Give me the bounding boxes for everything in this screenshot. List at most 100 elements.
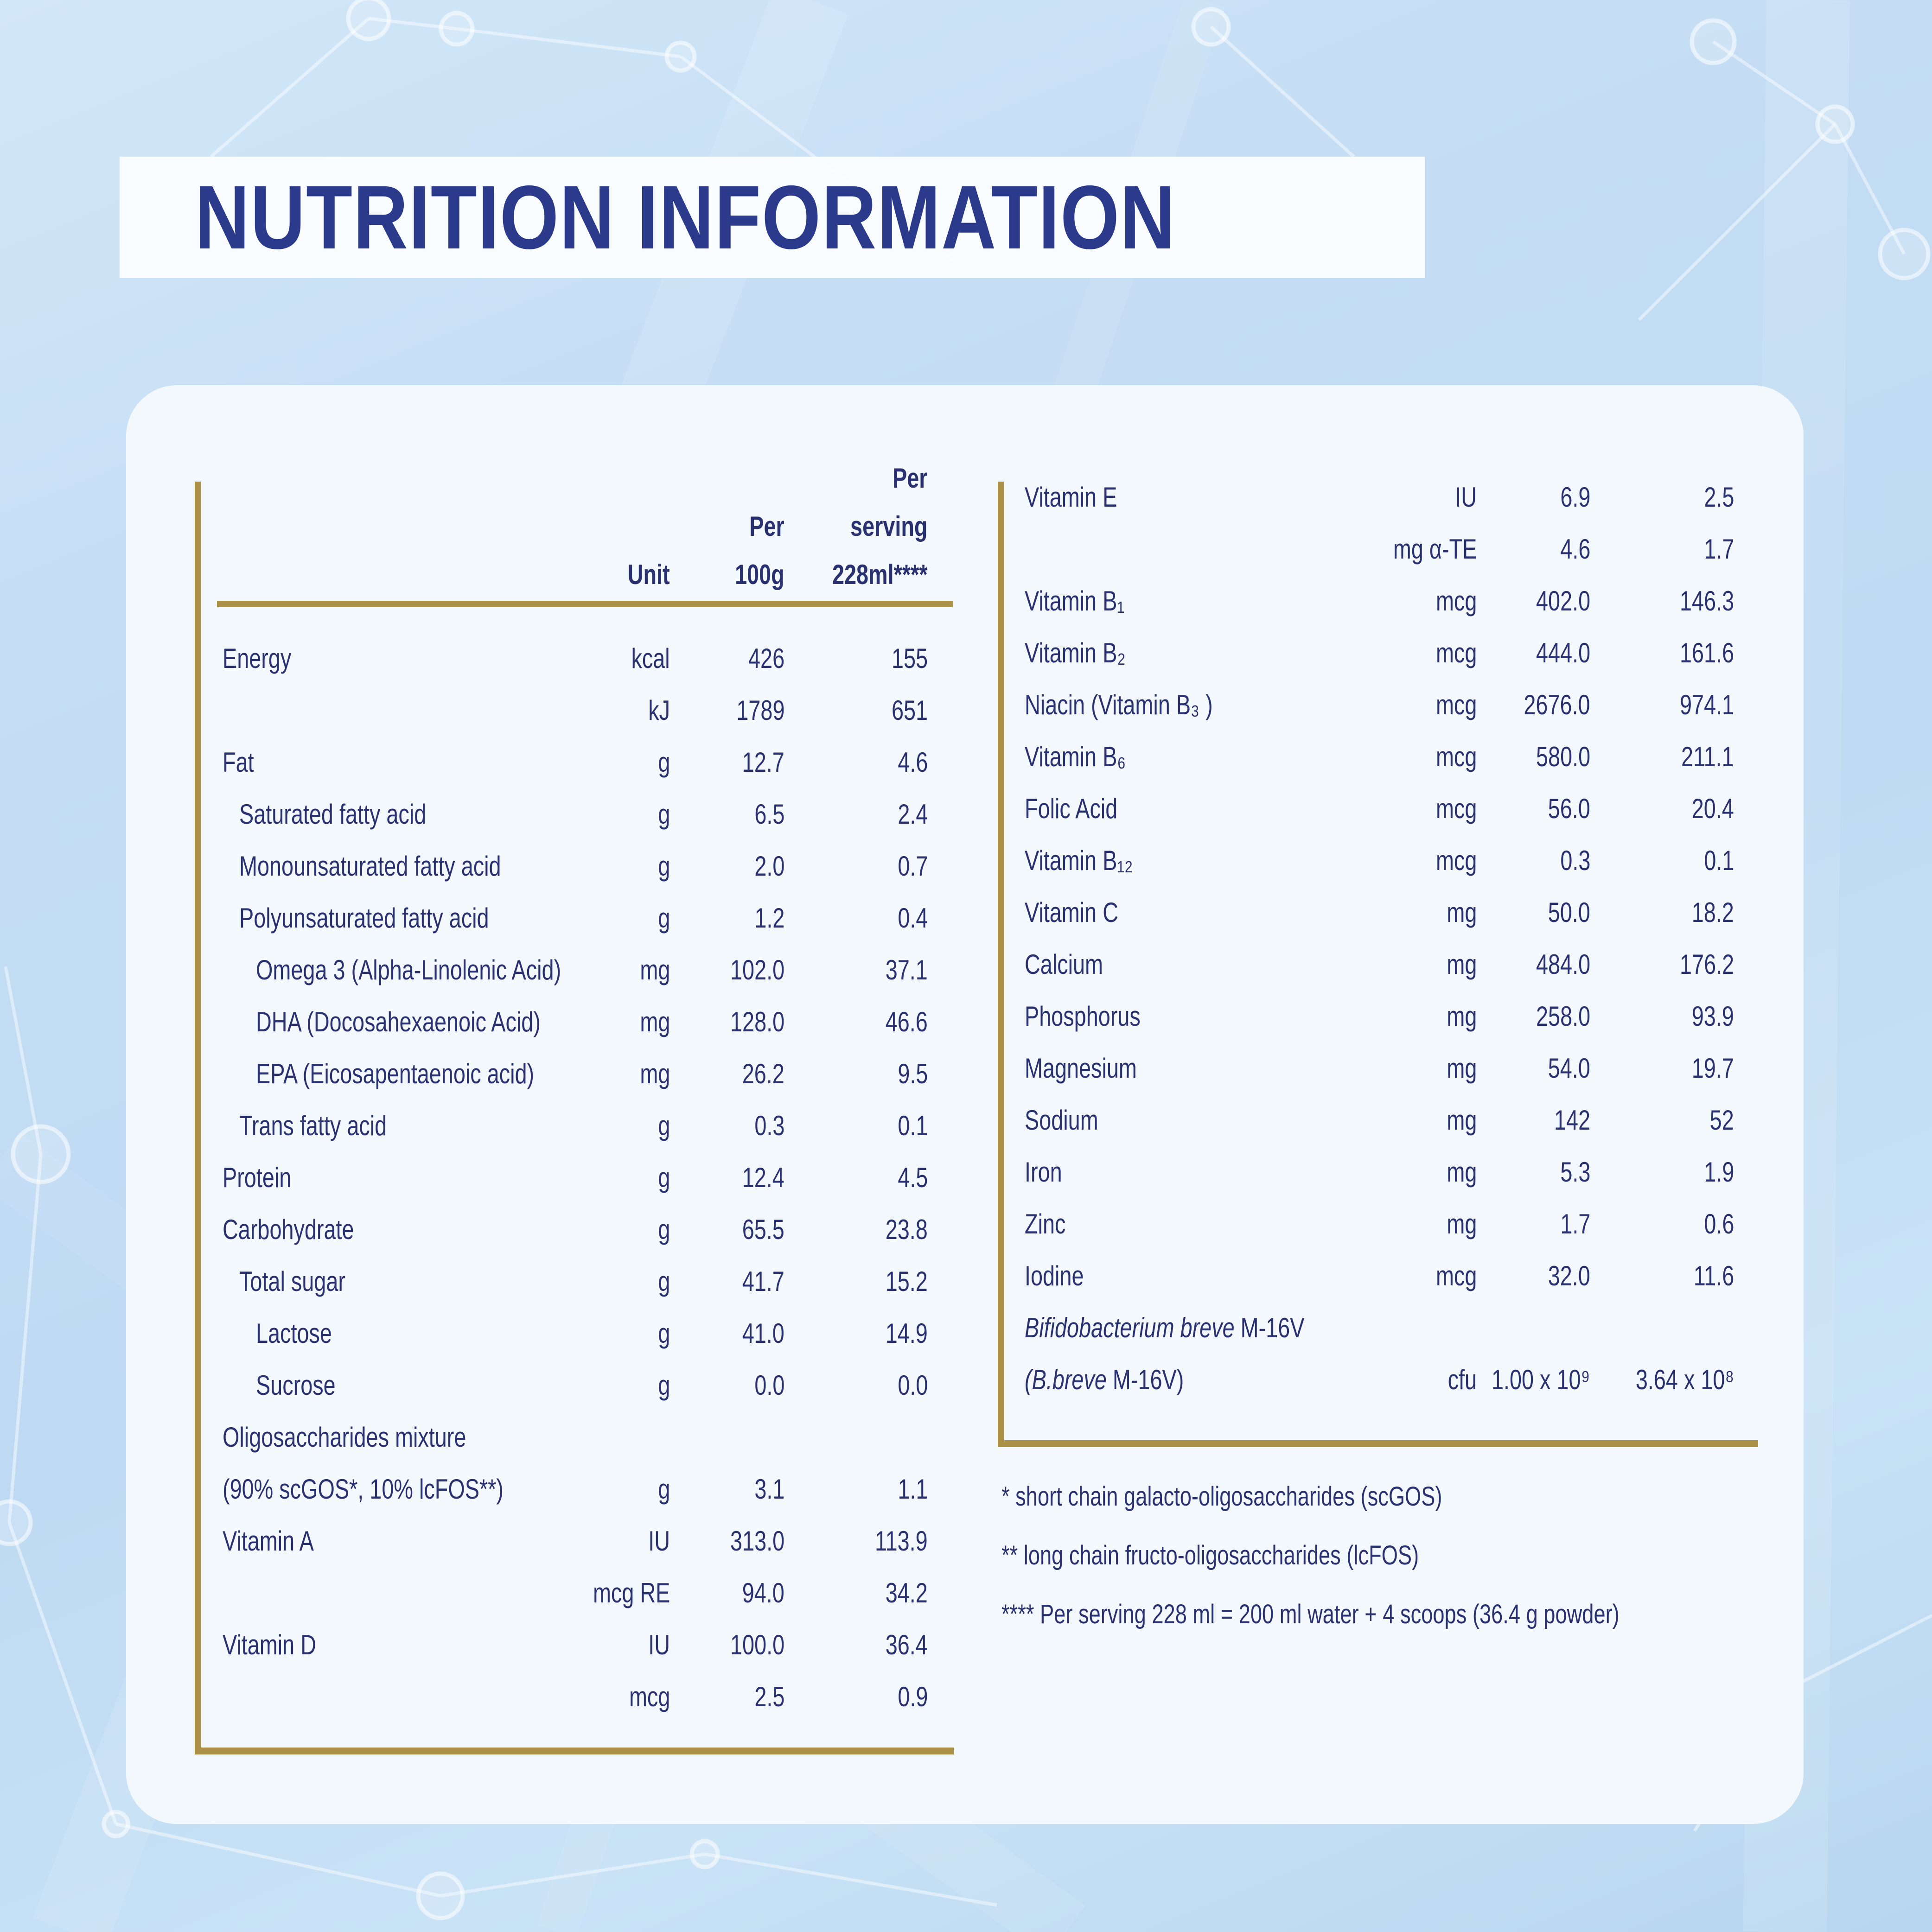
- unit-cell: mcg: [1435, 741, 1477, 772]
- row-label: Bifidobacterium breve M-16V: [1025, 1312, 1305, 1343]
- row-label: Oligosaccharides mixture: [223, 1421, 466, 1453]
- table-row: Oligosaccharides mixture: [223, 1411, 928, 1463]
- row-label: Total sugar: [239, 1265, 345, 1297]
- unit-cell: mg: [639, 1006, 670, 1037]
- per-100g-cell: 258.0: [1536, 1000, 1590, 1032]
- unit-cell: mcg: [1435, 793, 1477, 824]
- per-serving-cell: 52: [1709, 1104, 1734, 1136]
- per-100g-cell: 56.0: [1548, 793, 1590, 824]
- row-label: (B.breve M-16V): [1025, 1364, 1184, 1395]
- header-per-serving: Per serving 228ml****: [832, 463, 928, 590]
- row-label: [223, 1681, 577, 1713]
- table-row: (B.breve M-16V) cfu 1.00 x 10⁹ 3.64 x 10⁸: [1025, 1354, 1734, 1405]
- table-row: Folic Acid mcg 56.0 20.4: [1025, 782, 1734, 834]
- left-table-bottom-rule: [195, 1748, 954, 1754]
- per-100g-cell: 4.6: [1560, 533, 1590, 565]
- row-label: Energy: [223, 642, 292, 674]
- per-serving-cell: 34.2: [885, 1577, 928, 1608]
- unit-cell: g: [657, 1162, 670, 1193]
- row-label: Phosphorus: [1025, 1000, 1141, 1032]
- per-serving-cell: 93.9: [1691, 1000, 1734, 1032]
- per-100g-cell: 484.0: [1536, 948, 1590, 980]
- per-serving-cell: 18.2: [1691, 896, 1734, 928]
- per-serving-cell: 23.8: [885, 1214, 928, 1245]
- per-100g-cell: 426: [748, 642, 784, 674]
- unit-cell: IU: [1455, 481, 1477, 513]
- per-serving-cell: 113.9: [875, 1525, 928, 1557]
- per-serving-cell: 19.7: [1691, 1052, 1734, 1084]
- table-row: Phosphorus mg 258.0 93.9: [1025, 990, 1734, 1042]
- table-row: Iodine mcg 32.0 11.6: [1025, 1250, 1734, 1302]
- per-serving-cell: 0.0: [897, 1369, 928, 1401]
- table-row: mg α-TE 4.6 1.7: [1025, 523, 1734, 575]
- table-row: Trans fatty acid g 0.3 0.1: [223, 1099, 928, 1151]
- row-label: Vitamin A: [223, 1525, 314, 1557]
- per-serving-cell: 0.7: [897, 850, 928, 882]
- per-serving-cell: 176.2: [1679, 948, 1734, 980]
- footnotes: * short chain galacto-oligosaccharides (…: [1001, 1467, 1794, 1644]
- row-label: Protein: [223, 1162, 292, 1193]
- per-100g-cell: 26.2: [742, 1058, 784, 1089]
- per-serving-cell: 15.2: [885, 1265, 928, 1297]
- left-table-header: Unit Per 100g Per serving 228ml****: [223, 453, 928, 599]
- row-label: Fat: [223, 746, 254, 778]
- per-100g-cell: 0.3: [754, 1110, 784, 1141]
- unit-cell: mcg RE: [593, 1577, 670, 1608]
- per-100g-cell: 94.0: [742, 1577, 784, 1608]
- per-serving-cell: 0.6: [1703, 1208, 1734, 1239]
- unit-cell: g: [657, 902, 670, 934]
- per-serving-cell: 36.4: [885, 1629, 928, 1660]
- table-row: Vitamin A IU 313.0 113.9: [223, 1515, 928, 1567]
- per-100g-cell: 3.1: [754, 1473, 784, 1505]
- table-row: Monounsaturated fatty acid g 2.0 0.7: [223, 840, 928, 892]
- right-table: Vitamin E IU 6.9 2.5 mg α-TE 4.6 1.7 Vitamin B₁…: [1025, 471, 1734, 1405]
- per-serving-cell: 1.1: [897, 1473, 928, 1505]
- table-row: Total sugar g 41.7 15.2: [223, 1255, 928, 1307]
- per-serving-cell: 4.5: [897, 1162, 928, 1193]
- unit-cell: g: [657, 1214, 670, 1245]
- footnote: ** long chain fructo-oligosaccharides (l…: [1001, 1540, 1419, 1570]
- per-100g-cell: 2676.0: [1524, 689, 1590, 720]
- per-100g-cell: 128.0: [730, 1006, 784, 1037]
- row-label: Vitamin D: [223, 1629, 317, 1660]
- page-title: NUTRITION INFORMATION: [195, 167, 1176, 268]
- per-100g-cell: 1.00 x 10⁹: [1492, 1364, 1590, 1395]
- unit-cell: mg: [1446, 1156, 1477, 1188]
- unit-cell: cfu: [1447, 1364, 1477, 1395]
- table-row: Magnesium mg 54.0 19.7: [1025, 1042, 1734, 1094]
- row-label: Vitamin B₁: [1025, 585, 1125, 616]
- table-row: Sucrose g 0.0 0.0: [223, 1359, 928, 1411]
- left-table-header-rule: [217, 601, 953, 607]
- per-100g-cell: 0.0: [754, 1369, 784, 1401]
- unit-cell: mg α-TE: [1393, 533, 1477, 565]
- per-100g-cell: 444.0: [1536, 637, 1590, 668]
- table-row: Niacin (Vitamin B₃ ) mcg 2676.0 974.1: [1025, 679, 1734, 731]
- header-unit: Unit: [628, 559, 670, 590]
- per-serving-cell: 4.6: [897, 746, 928, 778]
- unit-cell: kcal: [631, 642, 670, 674]
- table-row: (90% scGOS*, 10% lcFOS**) g 3.1 1.1: [223, 1463, 928, 1515]
- unit-cell: mcg: [1435, 637, 1477, 668]
- per-serving-cell: 11.6: [1693, 1260, 1734, 1291]
- row-label: Niacin (Vitamin B₃ ): [1025, 689, 1213, 720]
- per-100g-cell: 5.3: [1560, 1156, 1590, 1188]
- title-band: NUTRITION INFORMATION: [120, 157, 1425, 278]
- unit-cell: mcg: [1435, 689, 1477, 720]
- per-100g-cell: 142: [1554, 1104, 1590, 1136]
- unit-cell: mg: [1446, 1208, 1477, 1239]
- table-row: Lactose g 41.0 14.9: [223, 1307, 928, 1359]
- row-label: Vitamin B₂: [1025, 637, 1126, 668]
- table-row: Sodium mg 142 52: [1025, 1094, 1734, 1146]
- row-label: Monounsaturated fatty acid: [239, 850, 501, 882]
- per-100g-cell: 41.0: [742, 1317, 784, 1349]
- per-100g-cell: 54.0: [1548, 1052, 1590, 1084]
- row-label: Carbohydrate: [223, 1214, 354, 1245]
- table-row: Vitamin E IU 6.9 2.5: [1025, 471, 1734, 523]
- per-100g-cell: 1789: [736, 694, 784, 726]
- per-serving-cell: 2.5: [1703, 481, 1734, 513]
- table-row: EPA (Eicosapentaenoic acid) mg 26.2 9.5: [223, 1048, 928, 1099]
- per-100g-cell: 50.0: [1548, 896, 1590, 928]
- per-100g-cell: 1.7: [1560, 1208, 1590, 1239]
- per-serving-cell: 974.1: [1679, 689, 1734, 720]
